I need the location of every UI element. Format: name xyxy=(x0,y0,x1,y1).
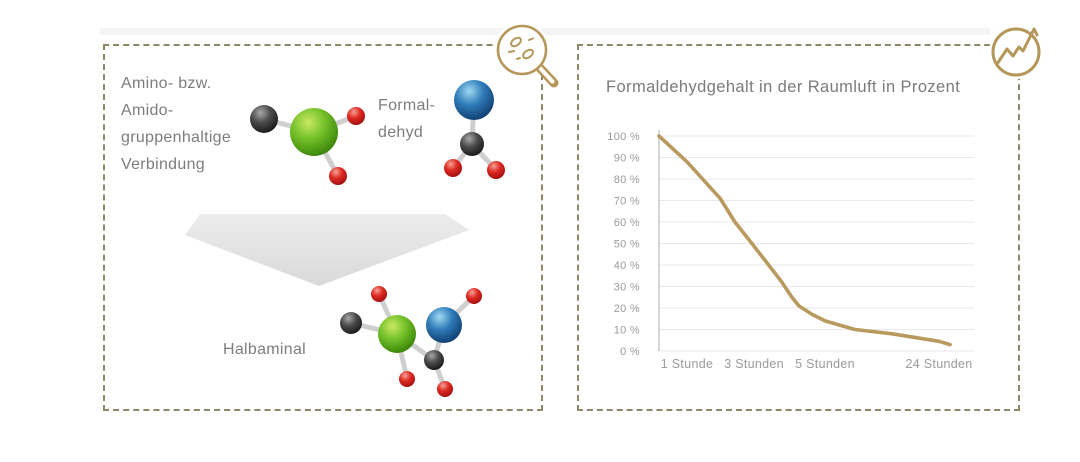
y-tick-label: 0 % xyxy=(620,346,640,358)
reactant-label-line: Verbindung xyxy=(121,156,205,173)
formaldehyde-label-line: Formal- xyxy=(378,97,436,114)
formaldehyde-molecule xyxy=(444,80,505,179)
y-tick-label: 10 % xyxy=(614,325,640,337)
chart-title: Formaldehydgehalt in der Raumluft in Pro… xyxy=(606,78,961,96)
y-tick-label: 80 % xyxy=(614,174,640,186)
reactant-label: Amino- bzw. Amido- gruppenhaltige Verbin… xyxy=(121,70,231,178)
y-tick-label: 30 % xyxy=(614,282,640,294)
data-line-formaldehyde xyxy=(657,134,952,347)
amino-compound-molecule xyxy=(250,105,365,185)
y-tick-label: 90 % xyxy=(614,153,640,165)
line-chart: 100 % 90 % 80 % 70 % 60 % 50 % 40 % 30 % 20 % 10 … xyxy=(607,130,974,371)
chart-panel: Formaldehydgehalt in der Raumluft in Pro… xyxy=(577,44,1020,411)
reactant-label-line: gruppenhaltige xyxy=(121,129,232,146)
faint-top-strip xyxy=(100,28,990,35)
halbaminal-molecule xyxy=(340,286,482,397)
x-tick-label: 5 Stunden xyxy=(795,357,855,371)
magnifier-molecules-icon xyxy=(494,22,559,88)
formaldehyde-label: Formal- dehyd xyxy=(378,92,435,146)
reaction-diagram-graphic xyxy=(185,80,505,397)
line-chart-icon xyxy=(989,25,1043,79)
y-tick-label: 40 % xyxy=(614,260,640,272)
reactant-label-line: Amino- bzw. xyxy=(121,75,212,92)
formaldehyde-label-line: dehyd xyxy=(378,124,424,141)
y-tick-label: 100 % xyxy=(607,131,640,143)
product-label: Halbaminal xyxy=(223,341,307,358)
y-tick-label: 20 % xyxy=(614,303,640,315)
y-tick-label: 50 % xyxy=(614,239,640,251)
reaction-arrow-down xyxy=(185,214,469,286)
y-tick-label: 60 % xyxy=(614,217,640,229)
x-tick-label: 3 Stunden xyxy=(724,357,784,371)
x-tick-label: 1 Stunde xyxy=(661,357,713,371)
reactant-label-line: Amido- xyxy=(121,102,174,119)
x-tick-label: 24 Stunden xyxy=(906,357,973,371)
reaction-diagram-panel: Amino- bzw. Amido- gruppenhaltige Verbin… xyxy=(103,44,543,411)
y-tick-label: 70 % xyxy=(614,196,640,208)
